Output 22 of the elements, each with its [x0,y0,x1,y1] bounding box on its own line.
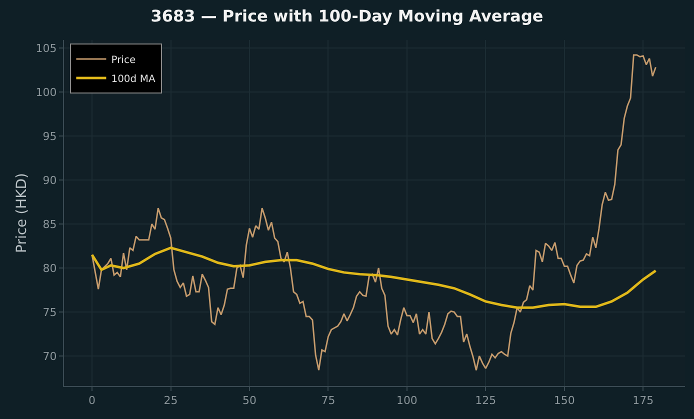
x-tick-label: 0 [88,394,96,408]
y-axis-title: Price (HKD) [14,172,30,254]
line-series [91,54,656,371]
y-tick-label: 100 [36,86,57,99]
x-tick-label: 75 [321,394,336,408]
x-tick-label: 150 [554,394,575,408]
legend-label: 100d MA [111,74,156,85]
x-tick-label: 100 [396,394,418,408]
legend-label: Price [111,54,136,66]
line-series [90,246,657,309]
y-tick-label: 80 [42,262,57,275]
x-tick-label: 125 [475,394,496,408]
x-tick-label: 175 [632,394,654,408]
y-tick-label: 95 [42,130,57,143]
y-tick-label: 70 [42,350,57,363]
x-tick-label: 50 [242,394,256,408]
y-tick-label: 75 [42,306,57,319]
chart-title: 3683 — Price with 100-Day Moving Average [150,6,544,26]
y-tick-label: 105 [36,42,57,55]
y-tick-label: 90 [42,174,57,187]
y-tick-label: 85 [42,218,57,231]
x-tick-label: 25 [164,394,178,408]
